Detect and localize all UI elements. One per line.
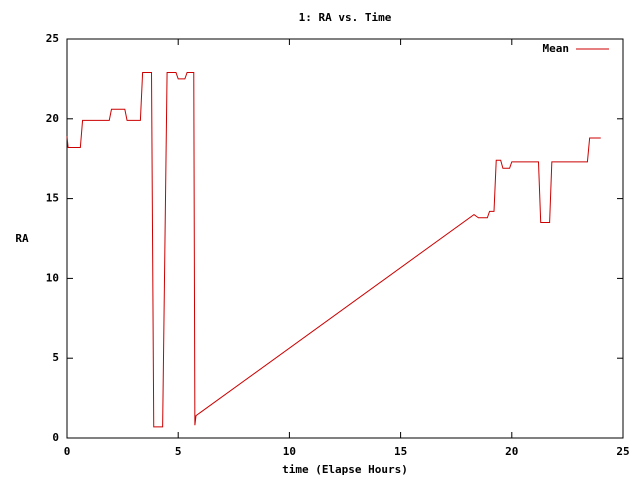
y-tick-label: 10 xyxy=(46,271,59,284)
chart-title: 1: RA vs. Time xyxy=(299,11,392,24)
y-axis-label: RA xyxy=(15,232,29,245)
x-tick-label: 25 xyxy=(616,445,629,458)
legend-label: Mean xyxy=(543,42,570,55)
plot-frame xyxy=(66,38,624,439)
y-tick-label: 20 xyxy=(46,112,59,125)
y-tick-label: 25 xyxy=(46,32,59,45)
data-line xyxy=(66,72,601,428)
y-tick-label: 15 xyxy=(46,192,59,205)
x-tick-label: 15 xyxy=(394,445,407,458)
y-tick-label: 0 xyxy=(52,431,59,444)
y-tick-label: 5 xyxy=(52,351,59,364)
x-axis-label: time (Elapse Hours) xyxy=(282,463,408,476)
x-tick-label: 0 xyxy=(64,445,71,458)
x-tick-label: 20 xyxy=(505,445,518,458)
x-tick-label: 10 xyxy=(283,445,296,458)
x-tick-label: 5 xyxy=(175,445,182,458)
